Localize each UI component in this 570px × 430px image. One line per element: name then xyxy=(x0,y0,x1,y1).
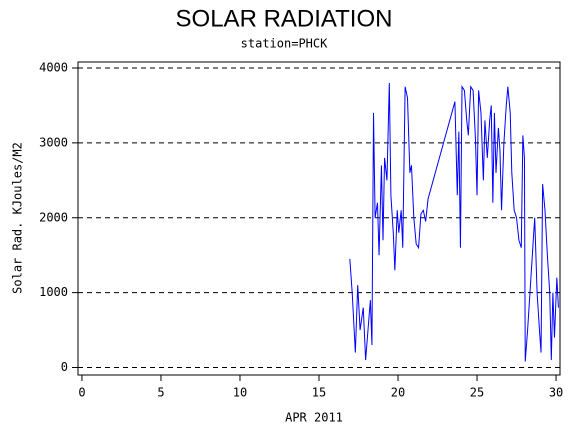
y-tick-label: 3000 xyxy=(39,135,68,149)
y-axis-label: Solar Rad. KJoules/M2 xyxy=(11,142,25,294)
x-tick-label: 5 xyxy=(157,386,164,400)
chart-title: SOLAR RADIATION xyxy=(176,5,393,32)
data-line xyxy=(349,82,559,362)
x-tick-label: 30 xyxy=(549,386,563,400)
x-tick-label: 15 xyxy=(312,386,326,400)
y-tick-label: 2000 xyxy=(39,210,68,224)
y-tick-label: 1000 xyxy=(39,285,68,299)
chart-subtitle: station=PHCK xyxy=(241,37,328,51)
x-tick-label: 25 xyxy=(470,386,484,400)
plot-frame xyxy=(77,61,561,376)
x-tick-label: 0 xyxy=(78,386,85,400)
x-axis-label: APR 2011 xyxy=(285,411,343,425)
y-tick-label: 4000 xyxy=(39,60,68,74)
y-tick-label: 0 xyxy=(61,360,68,374)
x-tick-label: 10 xyxy=(233,386,247,400)
x-tick-label: 20 xyxy=(391,386,405,400)
